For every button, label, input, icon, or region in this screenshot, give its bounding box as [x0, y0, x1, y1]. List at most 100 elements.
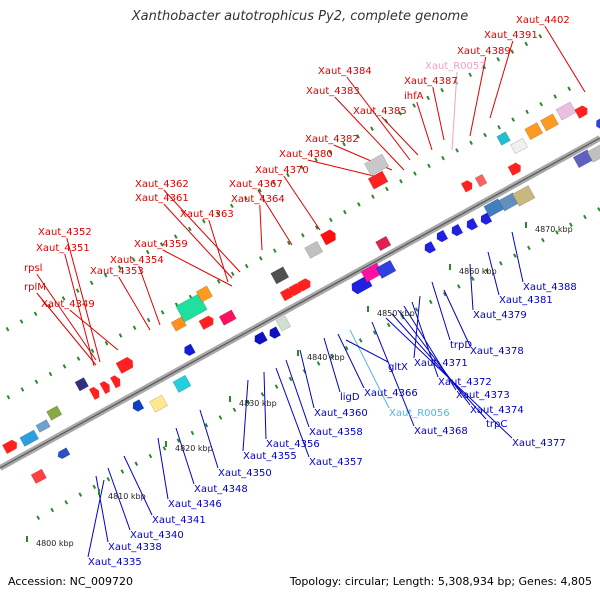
gene-arrow-reverse[interactable] [252, 331, 268, 346]
gene-label-reverse[interactable]: ligD [340, 392, 360, 403]
gene-label-forward[interactable]: ihfA [404, 91, 424, 102]
gene-label-forward[interactable]: Xaut_4353 [90, 266, 144, 277]
gene-label-reverse[interactable]: Xaut_4346 [168, 499, 222, 510]
gene-feature[interactable] [198, 314, 216, 330]
gene-feature[interactable] [478, 212, 493, 227]
gene-label-reverse[interactable]: Xaut_4373 [456, 390, 510, 401]
gene-feature[interactable] [110, 374, 123, 389]
gene-feature[interactable] [510, 137, 528, 155]
gene-arrow-reverse[interactable] [130, 399, 145, 413]
gene-feature[interactable] [35, 419, 51, 433]
gene-label-forward[interactable]: Xaut_4387 [404, 76, 458, 87]
gene-label-reverse[interactable]: Xaut_4377 [512, 438, 566, 449]
gene-feature[interactable] [555, 101, 577, 121]
gene-feature[interactable] [320, 228, 338, 246]
gene-label-forward[interactable]: Xaut_4363 [180, 209, 234, 220]
gene-feature[interactable] [56, 447, 71, 460]
gene-box[interactable] [30, 468, 47, 484]
gene-feature[interactable] [297, 277, 313, 292]
gene-box[interactable] [496, 131, 511, 146]
gene-box[interactable] [483, 198, 504, 218]
gene-label-reverse[interactable]: trpC [486, 419, 507, 430]
gene-label-forward[interactable]: Xaut_4349 [41, 299, 95, 310]
gene-arrow-reverse[interactable] [56, 447, 71, 460]
gene-feature[interactable] [99, 380, 113, 395]
gene-feature[interactable] [279, 287, 295, 302]
gene-label-forward[interactable]: Xaut_4402 [516, 15, 570, 26]
gene-feature[interactable] [496, 131, 511, 146]
gene-arrow-forward[interactable] [198, 314, 216, 330]
gene-feature[interactable] [461, 179, 475, 193]
gene-arrow-reverse[interactable] [434, 229, 448, 244]
gene-label-forward[interactable]: Xaut_4362 [135, 179, 189, 190]
gene-feature[interactable] [182, 343, 196, 358]
gene-label-reverse[interactable]: Xaut_4371 [414, 358, 468, 369]
gene-box[interactable] [35, 419, 51, 433]
gene-box[interactable] [586, 142, 600, 163]
gene-label-reverse[interactable]: Xaut_4360 [314, 408, 368, 419]
gene-label-reverse[interactable]: Xaut_4341 [152, 515, 206, 526]
gene-feature[interactable] [375, 235, 392, 252]
gene-feature[interactable] [434, 229, 448, 244]
gene-label-reverse[interactable]: Xaut_4335 [88, 557, 142, 568]
gene-box[interactable] [555, 101, 577, 121]
gene-label-reverse[interactable]: Xaut_4350 [218, 468, 272, 479]
gene-feature[interactable] [594, 115, 600, 131]
gene-label-reverse[interactable]: Xaut_4357 [309, 457, 363, 468]
gene-feature[interactable] [2, 438, 19, 454]
gene-label-forward[interactable]: Xaut_4384 [318, 66, 372, 77]
gene-label-reverse[interactable]: Xaut_4366 [364, 388, 418, 399]
gene-box[interactable] [270, 266, 290, 285]
gene-label-reverse[interactable]: Xaut_4381 [499, 295, 553, 306]
gene-feature[interactable] [19, 429, 40, 447]
gene-label-reverse[interactable]: Xaut_4379 [473, 310, 527, 321]
gene-arrow-reverse[interactable] [182, 343, 196, 358]
gene-arrow-forward[interactable] [279, 287, 295, 302]
gene-label-forward[interactable]: rpsl [24, 263, 42, 274]
gene-feature[interactable] [507, 161, 523, 176]
gene-box[interactable] [375, 235, 392, 252]
gene-label-forward[interactable]: Xaut_4361 [135, 193, 189, 204]
gene-arrow-reverse[interactable] [464, 218, 478, 232]
gene-box[interactable] [172, 374, 192, 393]
gene-feature[interactable] [30, 468, 47, 484]
gene-box[interactable] [175, 293, 208, 323]
gene-feature[interactable] [252, 331, 268, 346]
gene-box[interactable] [375, 259, 397, 279]
gene-arrow-forward[interactable] [507, 161, 523, 176]
gene-arrow-forward[interactable] [89, 385, 102, 400]
gene-features[interactable] [2, 101, 600, 484]
gene-feature[interactable] [175, 293, 208, 323]
gene-label-forward[interactable]: Xaut_4380 [279, 149, 333, 160]
gene-box[interactable] [510, 137, 528, 155]
gene-arrow-forward[interactable] [574, 104, 589, 119]
gene-arrow-reverse[interactable] [594, 115, 600, 131]
gene-feature[interactable] [270, 266, 290, 285]
gene-label-reverse[interactable]: Xaut_4355 [243, 451, 297, 462]
gene-feature[interactable] [364, 153, 390, 177]
gene-feature[interactable] [74, 377, 89, 392]
gene-feature[interactable] [483, 198, 504, 218]
gene-label-reverse[interactable]: Xaut_4338 [108, 542, 162, 553]
gene-box[interactable] [149, 394, 168, 413]
gene-arrow-forward[interactable] [461, 179, 475, 193]
gene-label-forward[interactable]: Xaut_R0057 [425, 61, 486, 72]
gene-box[interactable] [364, 153, 390, 177]
gene-box[interactable] [218, 309, 237, 326]
gene-feature[interactable] [89, 385, 102, 400]
gene-arrow-reverse[interactable] [478, 212, 493, 227]
gene-feature[interactable] [275, 315, 292, 332]
gene-feature[interactable] [474, 173, 488, 188]
gene-feature[interactable] [115, 355, 136, 374]
gene-label-reverse[interactable]: Xaut_4374 [470, 405, 524, 416]
gene-feature[interactable] [46, 405, 63, 421]
gene-feature[interactable] [367, 170, 389, 190]
gene-feature[interactable] [149, 394, 168, 413]
gene-arrow-forward[interactable] [297, 277, 313, 292]
gene-label-reverse[interactable]: trpD [450, 340, 472, 351]
gene-label-reverse[interactable]: Xaut_4356 [266, 439, 320, 450]
gene-label-forward[interactable]: Xaut_4352 [38, 227, 92, 238]
gene-label-forward[interactable]: Xaut_4351 [36, 243, 90, 254]
gene-label-forward[interactable]: Xaut_4385 [353, 106, 407, 117]
gene-label-reverse[interactable]: Xaut_4378 [470, 346, 524, 357]
